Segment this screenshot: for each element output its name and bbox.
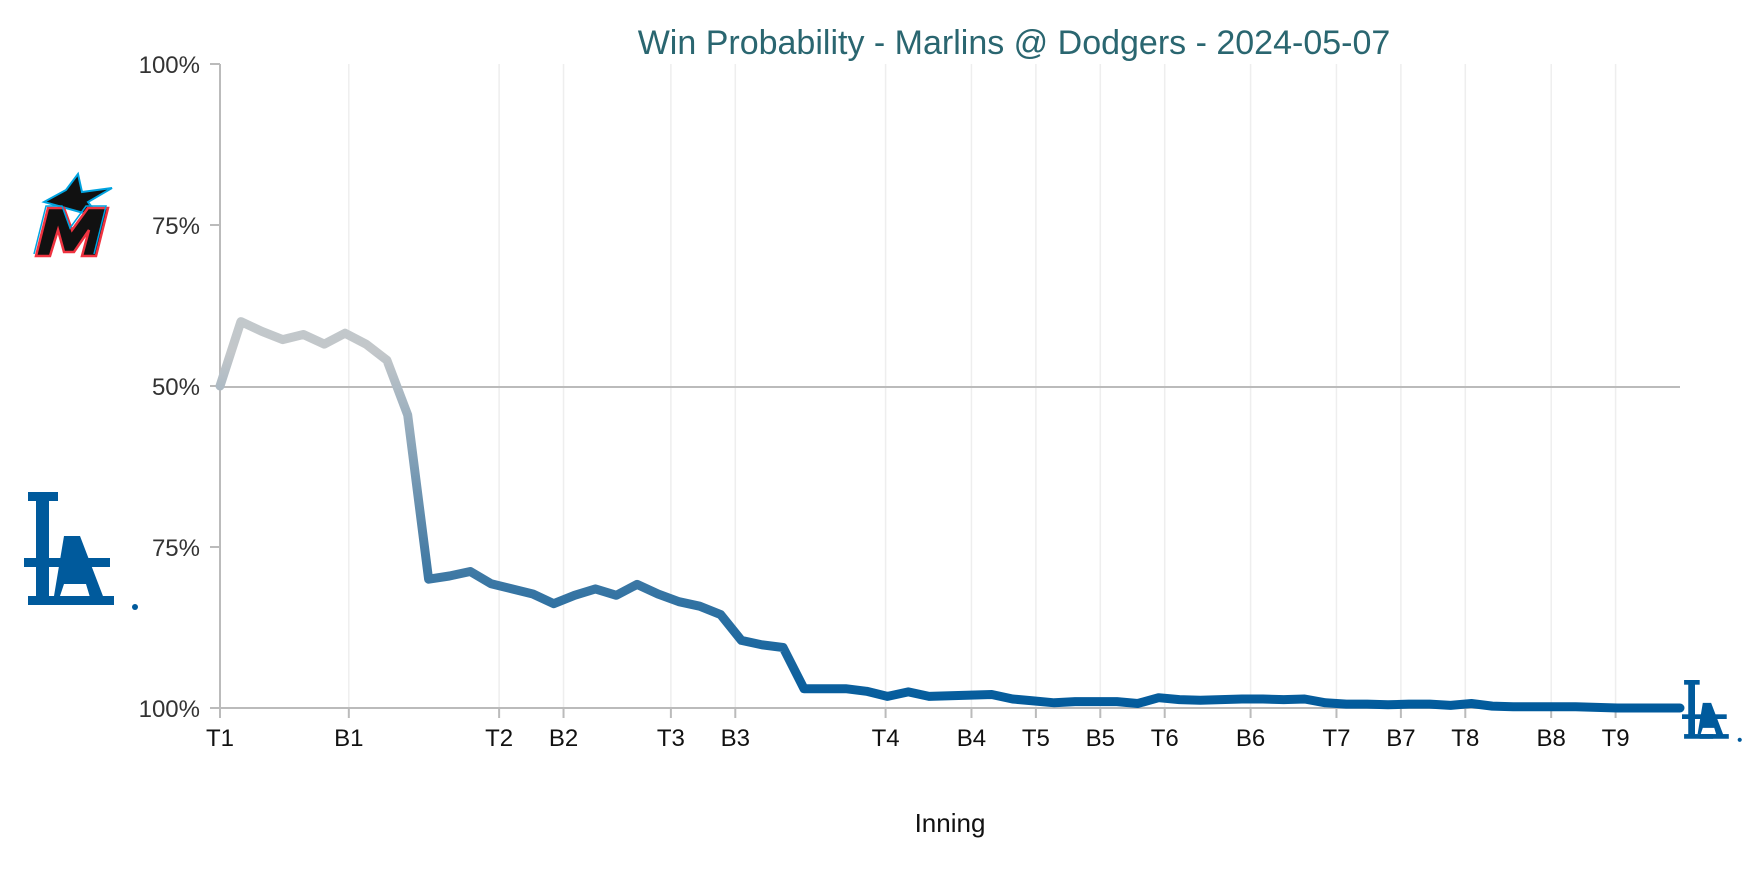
y-tick-label: 75%: [152, 535, 200, 562]
x-tick-label: B3: [721, 725, 750, 752]
y-tick-label: 100%: [139, 696, 200, 723]
y-axis-ticks: 100% 75% 50% 75% 100%: [139, 52, 220, 723]
dodgers-la-logo-end-icon: [1682, 680, 1742, 742]
x-tick-label: T5: [1022, 725, 1050, 752]
x-axis-ticks: T1 B1 T2 B2 T3 B3 T4 B4 T5 B5 T6 B6 T7 B7 T8 B8 T9: [206, 708, 1630, 752]
x-tick-label: T2: [485, 725, 513, 752]
x-tick-label: B6: [1236, 725, 1265, 752]
x-tick-label: T9: [1602, 725, 1630, 752]
x-tick-label: B5: [1086, 725, 1115, 752]
x-tick-label: T6: [1151, 725, 1179, 752]
x-tick-label: B4: [957, 725, 986, 752]
x-tick-label: B1: [334, 725, 363, 752]
x-tick-label: T8: [1451, 725, 1479, 752]
y-tick-label: 100%: [139, 52, 200, 79]
x-tick-label: T7: [1322, 725, 1350, 752]
y-tick-label: 75%: [152, 213, 200, 240]
marlins-logo-icon: [33, 171, 113, 258]
x-tick-label: T3: [657, 725, 685, 752]
x-tick-label: B8: [1536, 725, 1565, 752]
y-tick-label: 50%: [152, 374, 200, 401]
x-tick-label: T4: [872, 725, 900, 752]
x-tick-label: B7: [1386, 725, 1415, 752]
x-axis-label: Inning: [915, 808, 986, 838]
x-tick-label: B2: [549, 725, 578, 752]
chart-title: Win Probability - Marlins @ Dodgers - 20…: [638, 24, 1391, 62]
x-tick-label: T1: [206, 725, 234, 752]
win-probability-line: [215, 317, 1685, 713]
dodgers-la-logo-icon: [24, 492, 138, 610]
